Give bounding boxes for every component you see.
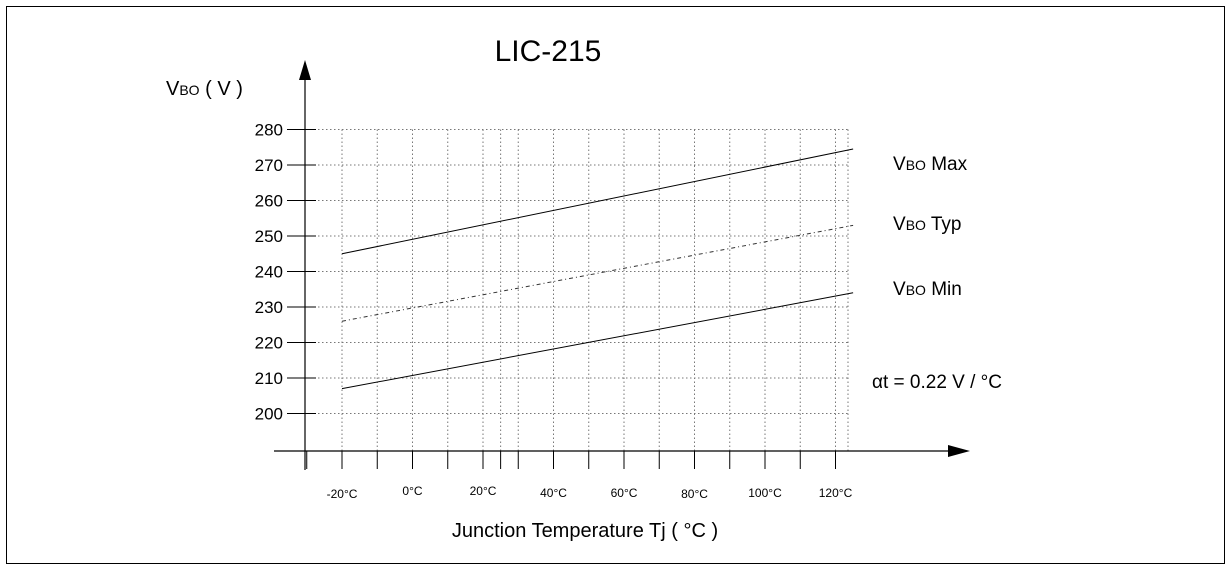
- y-ticks: 200 210 220 230 240 250 260 270 280: [255, 121, 316, 424]
- series-lines: [341, 148, 854, 390]
- x-tick-label: 80°C: [681, 487, 708, 501]
- y-tick-label: 230: [255, 298, 283, 317]
- series-label-0: VBO Max: [893, 154, 968, 175]
- y-tick-label: 260: [255, 192, 283, 211]
- x-ticks: -20°C 0°C 20°C 40°C 60°C 80°C 100°C 120°C: [306, 451, 853, 501]
- series-label-2: VBO Min: [893, 279, 962, 300]
- axes: [274, 60, 970, 470]
- y-tick-label: 280: [255, 121, 283, 140]
- y-axis-label: VBO ( V ): [166, 78, 243, 100]
- x-tick-label: 40°C: [540, 486, 567, 500]
- y-axis-label-suffix: ( V ): [200, 78, 243, 100]
- grid: [310, 129, 849, 451]
- y-tick-label: 210: [255, 369, 283, 388]
- series-line-0: [341, 148, 854, 255]
- x-tick-label: 60°C: [611, 486, 638, 500]
- x-axis-arrow: [948, 445, 970, 457]
- series-line-1: [341, 224, 854, 322]
- chart-border: [6, 6, 1225, 564]
- x-tick-label: 120°C: [819, 486, 853, 500]
- chart-title: LIC-215: [495, 35, 602, 68]
- slope-annotation: αt = 0.22 V / °C: [872, 372, 1002, 393]
- y-axis-label-prefix: V: [166, 78, 180, 100]
- series-line-2: [341, 292, 854, 390]
- x-axis-label: Junction Temperature Tj ( °C ): [452, 520, 718, 542]
- y-tick-label: 240: [255, 263, 283, 282]
- y-tick-label: 220: [255, 334, 283, 353]
- series-labels: VBO Max VBO Typ VBO Min: [893, 154, 968, 300]
- y-tick-label: 200: [255, 405, 283, 424]
- x-tick-label: 100°C: [748, 486, 782, 500]
- y-tick-label: 250: [255, 227, 283, 246]
- series-label-1: VBO Typ: [893, 214, 961, 235]
- y-tick-label: 270: [255, 156, 283, 175]
- y-axis-label-sub: BO: [179, 82, 199, 98]
- x-tick-label: 0°C: [402, 484, 422, 498]
- x-tick-label: -20°C: [327, 487, 358, 501]
- y-axis-arrow: [299, 60, 311, 80]
- x-tick-label: 20°C: [470, 484, 497, 498]
